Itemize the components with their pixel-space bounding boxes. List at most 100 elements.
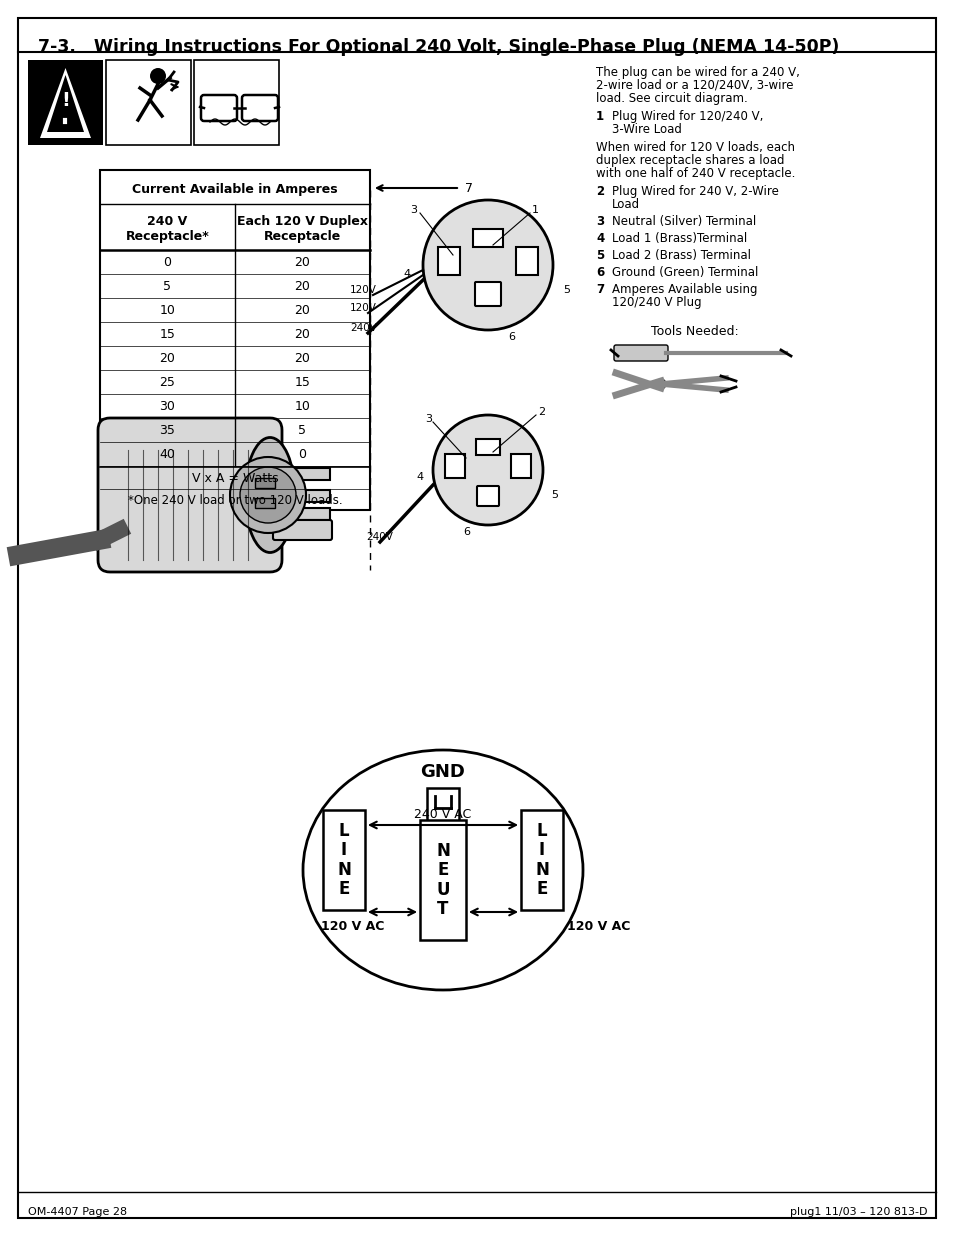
Text: 240 V AC: 240 V AC — [414, 809, 471, 821]
Text: 240 V
Receptacle*: 240 V Receptacle* — [126, 215, 209, 243]
Text: 30: 30 — [159, 400, 175, 414]
FancyBboxPatch shape — [444, 454, 464, 478]
FancyBboxPatch shape — [473, 228, 502, 247]
Text: 2: 2 — [596, 185, 603, 198]
Text: 7: 7 — [464, 182, 473, 194]
Text: 3: 3 — [410, 205, 416, 215]
Text: When wired for 120 V loads, each: When wired for 120 V loads, each — [596, 141, 794, 154]
Text: 5: 5 — [298, 425, 306, 437]
Text: 6: 6 — [462, 527, 470, 537]
FancyBboxPatch shape — [274, 490, 330, 501]
Text: Current Available in Amperes: Current Available in Amperes — [132, 183, 337, 195]
Ellipse shape — [245, 437, 294, 552]
Text: 5: 5 — [562, 285, 569, 295]
Text: 4: 4 — [596, 232, 603, 245]
Text: 20: 20 — [294, 352, 310, 366]
Text: N
E
U
T: N E U T — [436, 842, 450, 918]
Text: *One 240 V load or two 120 V loads.: *One 240 V load or two 120 V loads. — [128, 494, 342, 506]
Text: 6: 6 — [507, 332, 515, 342]
Text: 3: 3 — [596, 215, 603, 228]
FancyBboxPatch shape — [419, 820, 465, 940]
Text: 0: 0 — [298, 448, 306, 462]
Text: 10: 10 — [294, 400, 310, 414]
Text: 15: 15 — [294, 377, 310, 389]
Text: 20: 20 — [294, 257, 310, 269]
FancyBboxPatch shape — [476, 487, 498, 506]
FancyBboxPatch shape — [28, 61, 103, 144]
Text: 10: 10 — [159, 305, 175, 317]
FancyBboxPatch shape — [274, 508, 330, 520]
Text: Load 1 (Brass)Terminal: Load 1 (Brass)Terminal — [612, 232, 746, 245]
Text: 20: 20 — [294, 280, 310, 294]
FancyBboxPatch shape — [193, 61, 278, 144]
FancyBboxPatch shape — [614, 345, 667, 361]
FancyBboxPatch shape — [475, 282, 500, 306]
Text: 3-Wire Load: 3-Wire Load — [612, 124, 681, 136]
Circle shape — [422, 200, 553, 330]
Text: Tools Needed:: Tools Needed: — [650, 325, 738, 338]
Text: OM-4407 Page 28: OM-4407 Page 28 — [28, 1207, 127, 1216]
FancyBboxPatch shape — [242, 95, 277, 121]
Text: 120 V AC: 120 V AC — [320, 920, 384, 932]
Text: 7-3.   Wiring Instructions For Optional 240 Volt, Single-Phase Plug (NEMA 14-50P: 7-3. Wiring Instructions For Optional 24… — [38, 38, 839, 56]
Text: Ground (Green) Terminal: Ground (Green) Terminal — [612, 266, 758, 279]
Polygon shape — [40, 68, 91, 138]
Text: 5: 5 — [551, 490, 558, 500]
FancyBboxPatch shape — [100, 170, 370, 510]
FancyBboxPatch shape — [273, 520, 332, 540]
FancyBboxPatch shape — [476, 438, 499, 454]
Text: 5: 5 — [596, 249, 603, 262]
Text: Each 120 V Duplex
Receptacle: Each 120 V Duplex Receptacle — [236, 215, 368, 243]
Text: 3: 3 — [424, 414, 432, 424]
Ellipse shape — [303, 750, 582, 990]
FancyBboxPatch shape — [427, 788, 458, 826]
Circle shape — [433, 415, 542, 525]
Text: load. See circuit diagram.: load. See circuit diagram. — [596, 91, 747, 105]
Text: The plug can be wired for a 240 V,: The plug can be wired for a 240 V, — [596, 65, 799, 79]
Text: 1: 1 — [596, 110, 603, 124]
Polygon shape — [47, 75, 84, 132]
Text: 120 V AC: 120 V AC — [566, 920, 630, 932]
Text: 35: 35 — [159, 425, 175, 437]
FancyBboxPatch shape — [323, 810, 365, 910]
Text: 1: 1 — [532, 205, 538, 215]
Text: duplex receptacle shares a load: duplex receptacle shares a load — [596, 154, 783, 167]
Circle shape — [656, 379, 665, 389]
Text: V x A = Watts: V x A = Watts — [192, 473, 278, 485]
Text: 2: 2 — [537, 408, 544, 417]
FancyBboxPatch shape — [18, 19, 935, 1218]
FancyBboxPatch shape — [201, 95, 236, 121]
Text: GND: GND — [420, 763, 465, 781]
Text: !: ! — [61, 90, 70, 110]
Text: Load 2 (Brass) Terminal: Load 2 (Brass) Terminal — [612, 249, 750, 262]
Text: plug1 11/03 – 120 813-D: plug1 11/03 – 120 813-D — [790, 1207, 927, 1216]
Text: L
I
N
E: L I N E — [336, 823, 351, 898]
Text: L
I
N
E: L I N E — [535, 823, 548, 898]
Text: 2-wire load or a 120/240V, 3-wire: 2-wire load or a 120/240V, 3-wire — [596, 79, 793, 91]
Text: 15: 15 — [159, 329, 175, 342]
FancyBboxPatch shape — [254, 478, 274, 488]
Text: 120/240 V Plug: 120/240 V Plug — [612, 296, 700, 309]
Text: 120V: 120V — [350, 303, 376, 312]
Text: 40: 40 — [159, 448, 175, 462]
Text: with one half of 240 V receptacle.: with one half of 240 V receptacle. — [596, 167, 795, 180]
FancyBboxPatch shape — [274, 468, 330, 480]
Text: Neutral (Silver) Terminal: Neutral (Silver) Terminal — [612, 215, 756, 228]
Text: 240V: 240V — [350, 324, 376, 333]
Text: 120V: 120V — [350, 285, 376, 295]
Text: 25: 25 — [159, 377, 175, 389]
Text: Amperes Available using: Amperes Available using — [612, 283, 757, 296]
Text: Plug Wired for 240 V, 2-Wire: Plug Wired for 240 V, 2-Wire — [612, 185, 778, 198]
Text: 6: 6 — [596, 266, 603, 279]
FancyBboxPatch shape — [437, 247, 459, 275]
Text: Load: Load — [612, 198, 639, 211]
Text: 7: 7 — [596, 283, 603, 296]
FancyBboxPatch shape — [511, 454, 531, 478]
FancyBboxPatch shape — [520, 810, 562, 910]
FancyBboxPatch shape — [254, 498, 274, 508]
Text: 20: 20 — [294, 329, 310, 342]
Circle shape — [150, 68, 166, 84]
Text: 4: 4 — [416, 472, 423, 482]
Text: 5: 5 — [163, 280, 172, 294]
Text: Plug Wired for 120/240 V,: Plug Wired for 120/240 V, — [612, 110, 762, 124]
